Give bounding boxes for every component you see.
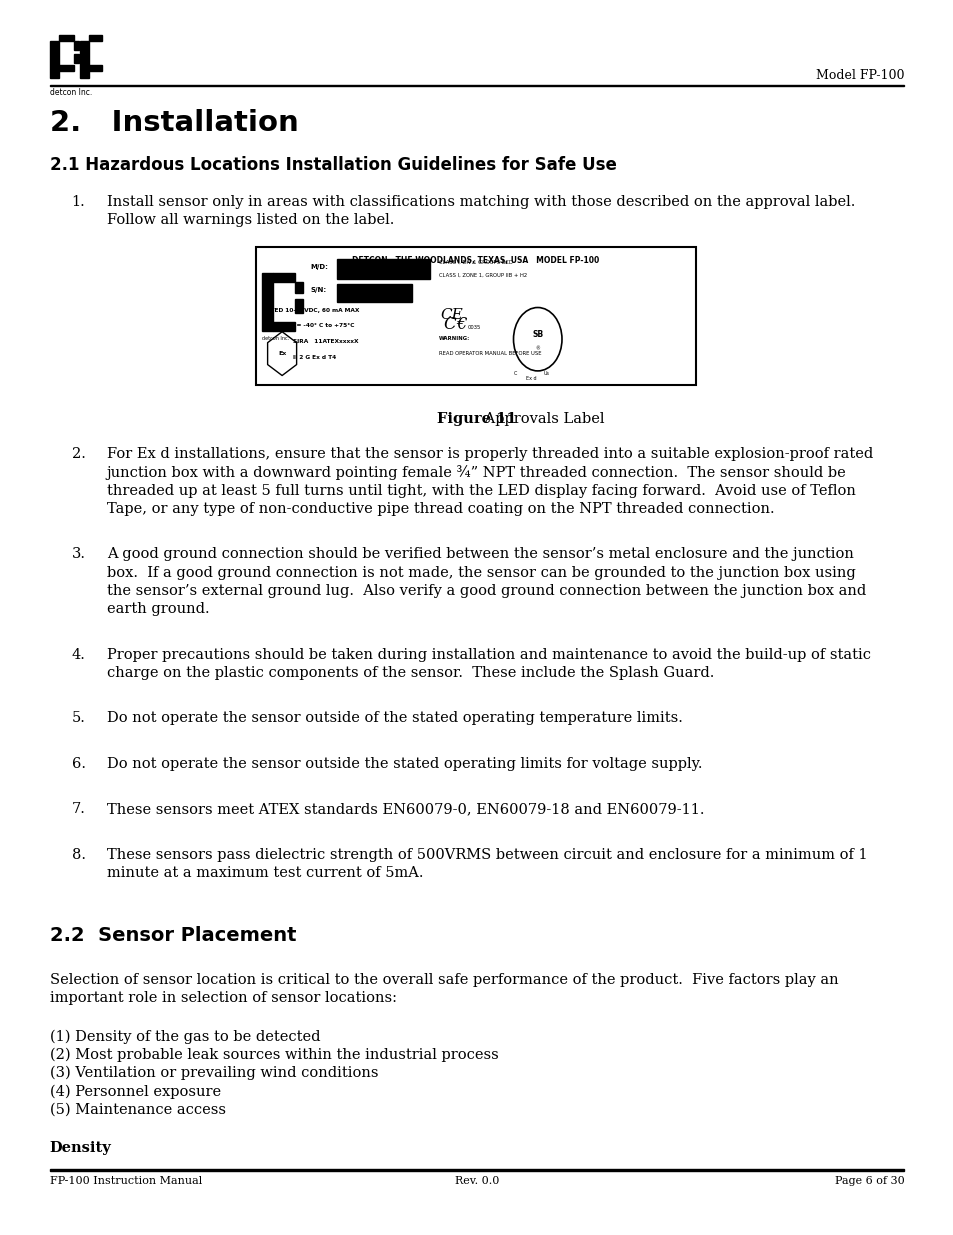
Bar [295,282,303,293]
Text: box.  If a good ground connection is not made, the sensor can be grounded to the: box. If a good ground connection is not … [107,566,855,579]
Text: (4) Personnel exposure: (4) Personnel exposure [50,1084,220,1099]
Text: (1) Density of the gas to be detected: (1) Density of the gas to be detected [50,1030,320,1044]
Text: Us: Us [543,370,549,375]
Text: detcon Inc.: detcon Inc. [50,88,91,96]
Bar [273,322,295,331]
Text: 3.: 3. [71,547,86,562]
Text: For Ex d installations, ensure that the sensor is properly threaded into a suita: For Ex d installations, ensure that the … [107,447,872,461]
Text: 2.1 Hazardous Locations Installation Guidelines for Safe Use: 2.1 Hazardous Locations Installation Gui… [50,156,616,174]
Text: 1.: 1. [71,195,85,209]
Text: FP-100 Instruction Manual: FP-100 Instruction Manual [50,1176,202,1186]
Text: Install sensor only in areas with classifications matching with those described : Install sensor only in areas with classi… [107,195,854,209]
Text: Do not operate the sensor outside the stated operating limits for voltage supply: Do not operate the sensor outside the st… [107,757,701,771]
Text: charge on the plastic components of the sensor.  These include the Splash Guard.: charge on the plastic components of the … [107,666,714,680]
Text: junction box with a downward pointing female ¾” NPT threaded connection.  The se: junction box with a downward pointing fe… [107,466,845,480]
Text: RATED 10-28VDC, 60 mA MAX: RATED 10-28VDC, 60 mA MAX [262,308,359,312]
Bar [255,247,696,385]
Text: M/D:: M/D: [311,264,328,270]
Text: Tape, or any type of non-conductive pipe thread coating on the NPT threaded conn: Tape, or any type of non-conductive pipe… [107,501,774,516]
Bar [80,41,90,78]
Bar [50,41,59,78]
Text: important role in selection of sensor locations:: important role in selection of sensor lo… [50,992,396,1005]
Text: 0035: 0035 [467,325,480,330]
Text: threaded up at least 5 full turns until tight, with the LED display facing forwa: threaded up at least 5 full turns until … [107,484,855,498]
Text: These sensors pass dielectric strength of 500VRMS between circuit and enclosure : These sensors pass dielectric strength o… [107,847,866,862]
Bar [262,273,273,331]
Text: WARNING:: WARNING: [438,336,469,341]
Text: earth ground.: earth ground. [107,603,210,616]
Bar [336,284,412,301]
Bar [50,85,903,86]
Bar [59,65,73,72]
Text: 7.: 7. [71,803,86,816]
Text: T4  T amb = -40° C to +75°C: T4 T amb = -40° C to +75°C [262,324,355,329]
Bar [73,41,79,49]
Text: II 2 G Ex d T4: II 2 G Ex d T4 [293,356,336,361]
Text: the sensor’s external ground lug.  Also verify a good ground connection between : the sensor’s external ground lug. Also v… [107,584,865,598]
Text: 6.: 6. [71,757,86,771]
Text: CLASS I, ZONE 1, GROUP IIB + H2: CLASS I, ZONE 1, GROUP IIB + H2 [438,273,526,278]
Text: (2) Most probable leak sources within the industrial process: (2) Most probable leak sources within th… [50,1047,497,1062]
Text: READ OPERATOR MANUAL BEFORE USE: READ OPERATOR MANUAL BEFORE USE [438,351,540,356]
Text: Proper precautions should be taken during installation and maintenance to avoid : Proper precautions should be taken durin… [107,647,870,662]
Text: S/N:: S/N: [311,288,327,294]
Text: Approvals Label: Approvals Label [479,412,603,426]
Text: 5.: 5. [71,711,86,725]
Text: C: C [442,316,456,333]
Text: 4.: 4. [71,647,86,662]
Text: ®: ® [535,346,539,351]
Text: A good ground connection should be verified between the sensor’s metal enclosure: A good ground connection should be verif… [107,547,853,562]
Bar [90,35,102,41]
Text: SIRA   11ATEXxxxxX: SIRA 11ATEXxxxxX [293,340,358,345]
Text: CE: CE [440,308,463,321]
Bar [273,273,295,282]
Text: C: C [514,370,517,375]
Text: Ex: Ex [277,351,286,356]
Text: CLASS I, DIV 1 GROUPS BCD: CLASS I, DIV 1 GROUPS BCD [438,259,512,264]
Text: minute at a maximum test current of 5mA.: minute at a maximum test current of 5mA. [107,866,423,881]
Text: Figure 11: Figure 11 [436,412,517,426]
Text: SB: SB [532,330,543,338]
Text: DETCON   THE WOODLANDS, TEXAS, USA   MODEL FP-100: DETCON THE WOODLANDS, TEXAS, USA MODEL F… [352,256,599,264]
Text: Selection of sensor location is critical to the overall safe performance of the : Selection of sensor location is critical… [50,973,838,987]
Bar [295,299,303,314]
Bar [50,1170,903,1171]
Text: €: € [456,316,466,333]
Bar [90,65,102,72]
Text: (3) Ventilation or prevailing wind conditions: (3) Ventilation or prevailing wind condi… [50,1066,377,1081]
Text: Ex d: Ex d [525,375,536,380]
Text: These sensors meet ATEX standards EN60079-0, EN60079-18 and EN60079-11.: These sensors meet ATEX standards EN6007… [107,803,703,816]
Text: Page 6 of 30: Page 6 of 30 [834,1176,903,1186]
Text: detcon Inc.: detcon Inc. [262,336,289,341]
Text: Density: Density [50,1141,112,1155]
Bar [59,35,73,41]
Text: 2.   Installation: 2. Installation [50,109,298,137]
Text: 2.: 2. [71,447,86,461]
Text: Rev. 0.0: Rev. 0.0 [455,1176,498,1186]
Text: 2.2  Sensor Placement: 2.2 Sensor Placement [50,926,295,945]
Text: Do not operate the sensor outside of the stated operating temperature limits.: Do not operate the sensor outside of the… [107,711,682,725]
Bar [336,258,429,279]
Text: Model FP-100: Model FP-100 [815,68,903,82]
Bar [73,54,79,63]
Text: 8.: 8. [71,847,86,862]
Text: (5) Maintenance access: (5) Maintenance access [50,1103,225,1116]
Text: Follow all warnings listed on the label.: Follow all warnings listed on the label. [107,214,394,227]
